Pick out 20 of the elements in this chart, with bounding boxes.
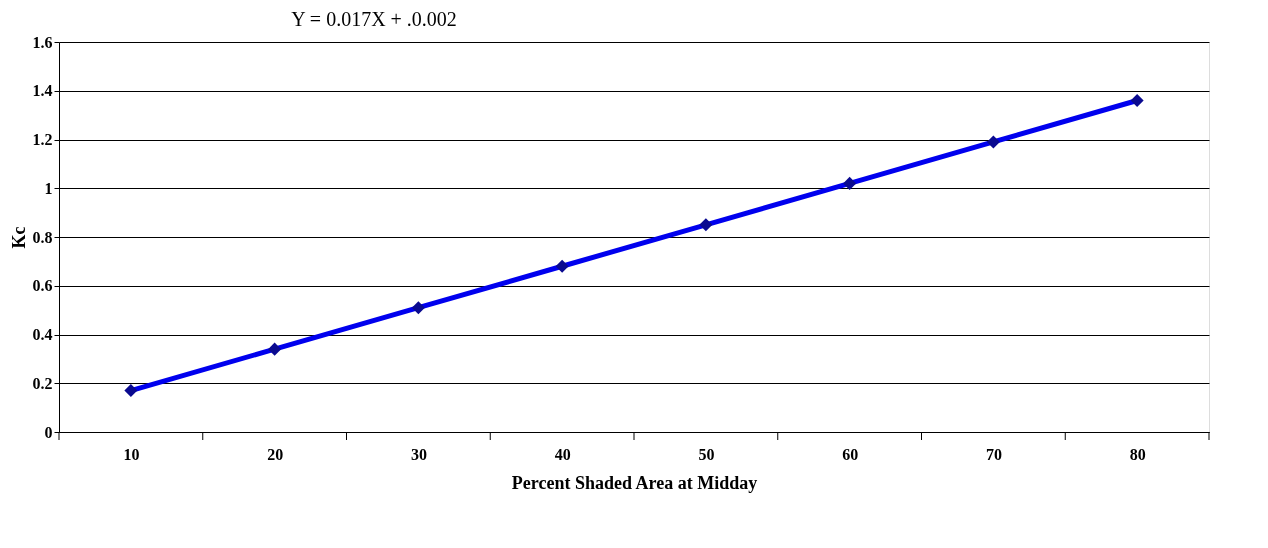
chart-title: Y = 0.017X + .0.002 [291, 8, 457, 30]
x-tick-label: 20 [267, 445, 284, 463]
x-tick-label: 30 [410, 445, 427, 463]
x-tick-label: 50 [698, 445, 715, 463]
y-tick-label: 1.4 [32, 82, 53, 100]
x-tick-label: 40 [554, 445, 571, 463]
x-axis-title: Percent Shaded Area at Midday [511, 472, 758, 493]
y-tick-label: 1.6 [32, 33, 53, 51]
x-tick-label: 80 [1129, 445, 1146, 463]
x-tick-label: 60 [842, 445, 859, 463]
x-tick-label: 70 [985, 445, 1002, 463]
y-tick-label: 0.6 [32, 277, 53, 295]
y-tick-label: 0 [44, 423, 53, 441]
y-tick-label: 0.8 [32, 228, 53, 246]
x-tick-label: 10 [123, 445, 140, 463]
y-tick-label: 0.4 [32, 326, 53, 343]
y-tick-label: 1 [44, 179, 53, 197]
y-axis-title: Kc [8, 226, 29, 249]
y-tick-label: 0.2 [32, 374, 53, 392]
y-tick-label: 1.2 [32, 131, 53, 148]
